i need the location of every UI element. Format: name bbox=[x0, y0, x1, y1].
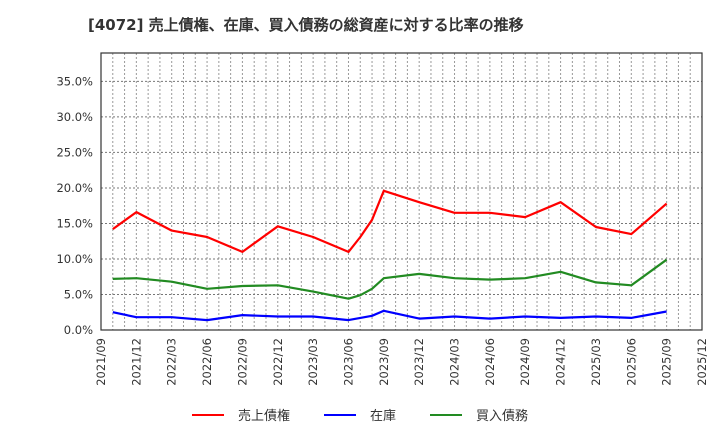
x-tick-label: 2022/06 bbox=[200, 338, 214, 386]
legend-item-inventory: 在庫 bbox=[323, 405, 396, 424]
series-line-payables bbox=[112, 258, 668, 300]
legend-swatch-red bbox=[191, 413, 224, 416]
x-tick-label: 2021/09 bbox=[94, 338, 108, 386]
x-tick-label: 2023/12 bbox=[412, 338, 426, 386]
legend-item-receivables: 売上債権 bbox=[191, 405, 290, 424]
y-tick-label: 5.0% bbox=[64, 287, 93, 301]
line-chart: 0.0% 5.0% 10.0% 15.0% 20.0% 25.0% 30.0% 35.0% 20… bbox=[56, 52, 709, 386]
x-tick-label: 2023/09 bbox=[377, 338, 391, 386]
x-tick-label: 2023/06 bbox=[341, 338, 355, 386]
chart-title: [4072] 売上債権、在庫、買入債務の総資産に対する比率の推移 bbox=[88, 16, 524, 34]
x-tick-label: 2024/03 bbox=[448, 338, 462, 386]
x-tick-label: 2022/03 bbox=[165, 338, 179, 386]
x-tick-label: 2022/12 bbox=[271, 338, 285, 386]
x-tick-label: 2022/09 bbox=[235, 338, 249, 386]
y-tick-label: 25.0% bbox=[56, 145, 93, 159]
legend-item-payables: 買入債務 bbox=[430, 405, 528, 424]
y-tick-label: 0.0% bbox=[64, 323, 93, 337]
x-tick-label: 2024/12 bbox=[554, 338, 568, 386]
x-tick-label: 2025/03 bbox=[589, 338, 603, 386]
legend-swatch-green bbox=[430, 413, 462, 416]
x-tick-label: 2024/06 bbox=[483, 338, 497, 386]
series-line-inventory bbox=[112, 309, 667, 322]
x-tick-label: 2025/12 bbox=[695, 338, 709, 386]
legend: 売上債権 在庫 買入債務 bbox=[0, 405, 720, 424]
x-tick-label: 2025/09 bbox=[660, 338, 674, 386]
x-tick-label: 2024/09 bbox=[518, 338, 532, 386]
plot-area-border bbox=[100, 52, 703, 331]
y-tick-label: 30.0% bbox=[56, 110, 93, 124]
legend-swatch-blue bbox=[323, 413, 356, 416]
x-tick-label: 2021/12 bbox=[129, 338, 143, 386]
legend-label: 売上債権 bbox=[237, 409, 290, 424]
y-tick-label: 20.0% bbox=[56, 181, 93, 195]
y-tick-label: 15.0% bbox=[56, 216, 93, 230]
y-tick-label: 10.0% bbox=[56, 252, 93, 266]
y-tick-label: 35.0% bbox=[56, 74, 93, 88]
series-line-receivables bbox=[112, 189, 668, 253]
x-tick-label: 2025/06 bbox=[624, 338, 638, 386]
legend-label: 買入債務 bbox=[476, 409, 529, 424]
legend-label: 在庫 bbox=[369, 409, 396, 424]
x-tick-label: 2023/03 bbox=[306, 338, 320, 386]
